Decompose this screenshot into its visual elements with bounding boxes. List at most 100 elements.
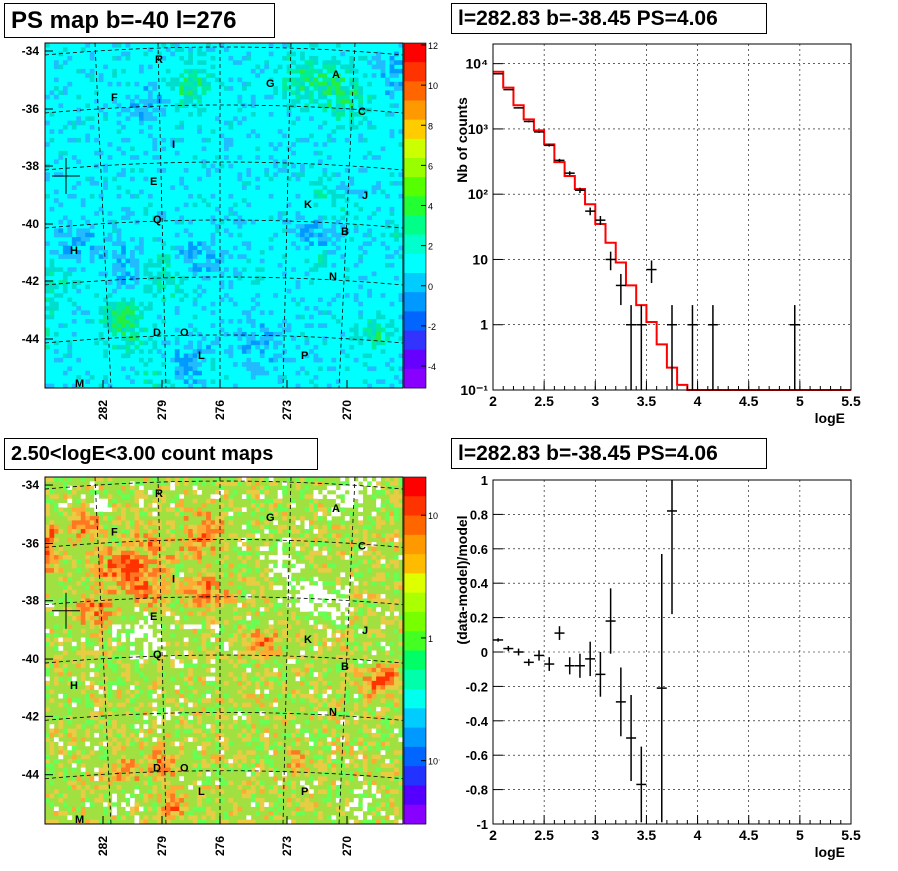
ps-map-colorbar: 12 10 8 6 4 2 0 -2 -4 [403, 41, 438, 389]
source-label: O [180, 763, 189, 775]
x-tick-label: 276 [213, 836, 227, 856]
colorbar-tick-label: 8 [428, 121, 433, 131]
x-tick-label: 279 [155, 836, 169, 856]
source-label: D [153, 327, 161, 339]
colorbar-segment [404, 477, 426, 497]
coordinate-line [282, 476, 292, 825]
colorbar-tick-label: 2 [428, 242, 433, 252]
x-tick-label: 5.5 [841, 393, 861, 409]
colorbar-segment [404, 554, 426, 574]
y-tick-label: 1 [480, 317, 488, 333]
source-label: G [266, 512, 275, 524]
x-tick-label: 5.5 [841, 827, 861, 843]
colorbar-segment [404, 804, 426, 825]
colorbar-tick-label: 10 [428, 511, 438, 521]
source-label: R [155, 488, 163, 500]
x-tick-label: 270 [340, 400, 354, 420]
x-tick-label: 3.5 [637, 393, 657, 409]
colorbar-tick-label: 10⁻¹ [428, 757, 440, 767]
colorbar-segment [404, 368, 426, 389]
source-label: I [172, 139, 175, 151]
colorbar-segment [404, 727, 426, 748]
residual-panel: 2 2.5 3 3.5 4 4.5 5 5.5 -1 -0.8 -0.6 -0.4 -0.2 0 0.2 0.… [454, 474, 861, 860]
coordinate-line [94, 476, 112, 825]
x-tick-label: 3 [591, 393, 599, 409]
count-map-image [45, 477, 404, 825]
source-label: E [150, 176, 157, 188]
x-tick-label: 282 [96, 400, 110, 420]
coordinate-line [44, 276, 404, 286]
colorbar-tick-label: 1 [428, 634, 433, 644]
x-tick-label: 276 [213, 400, 227, 420]
x-tick-label: 5 [796, 827, 804, 843]
colorbar-tick-label: -2 [428, 322, 436, 332]
source-label: H [70, 245, 78, 257]
coordinate-line [338, 476, 356, 825]
x-axis-label: logE [815, 410, 845, 426]
colorbar-segment [404, 292, 426, 312]
source-label: F [111, 92, 118, 104]
source-label: B [341, 226, 349, 238]
count-map-title: 2.50<logE<3.00 count maps [4, 438, 318, 470]
colorbar-segment [404, 631, 426, 651]
coordinate-line [44, 539, 404, 548]
colorbar-segment [404, 573, 426, 594]
residual-title: l=282.83 b=-38.45 PS=4.06 [451, 438, 767, 469]
colorbar-segment [404, 689, 426, 709]
coordinate-line [44, 46, 404, 56]
spectrum-panel: 2 2.5 3 3.5 4 4.5 5 5.5 10⁻¹ 1 10 10² 10³ 10⁴ logE Nb o… [454, 43, 861, 426]
source-label: P [301, 786, 308, 798]
coordinate-line [44, 219, 404, 229]
x-tick-label: 4.5 [739, 827, 759, 843]
colorbar-segment [404, 196, 426, 216]
y-tick-label: 10⁻¹ [460, 382, 488, 398]
colorbar-segment [404, 138, 426, 159]
coordinate-line [94, 42, 112, 389]
source-label: C [358, 540, 366, 552]
source-label: I [172, 574, 175, 586]
spectrum-title: l=282.83 b=-38.45 PS=4.06 [451, 3, 767, 34]
source-label: A [332, 503, 340, 515]
source-label: J [362, 625, 368, 637]
colorbar-segment [404, 43, 426, 63]
colorbar-segment [404, 119, 426, 140]
coordinate-line [44, 161, 404, 171]
source-label: Q [153, 649, 162, 661]
coordinate-line [282, 42, 292, 389]
y-tick-label: -38 [22, 594, 40, 608]
colorbar-segment [404, 746, 426, 767]
x-tick-label: 2.5 [534, 393, 554, 409]
colorbar-tick-label: 10 [428, 81, 438, 91]
heatmap-frame [44, 476, 404, 825]
colorbar-tick-label: 0 [428, 282, 433, 292]
source-label: N [329, 271, 337, 283]
colorbar-segment [404, 515, 426, 536]
x-axis-label: logE [815, 844, 845, 860]
source-label: K [304, 199, 312, 211]
x-tick-label: 2 [489, 393, 497, 409]
source-label: M [75, 814, 84, 826]
source-label: A [332, 69, 340, 81]
y-axis-label: Nb of counts [454, 97, 470, 183]
y-tick-label: 10³ [468, 121, 489, 137]
colorbar-segment [404, 273, 426, 293]
y-tick-label: 0.4 [470, 576, 489, 591]
count-map-panel: R G A F C I E J K Q B H N D OL P M -34 -36 -38 -40 -42 -44 282… [22, 476, 440, 856]
colorbar-segment [404, 100, 426, 121]
coordinate-line [44, 654, 404, 664]
source-label: M [75, 378, 84, 390]
y-tick-label: -40 [22, 217, 40, 231]
x-tick-label: 4 [694, 827, 702, 843]
source-label: K [304, 634, 312, 646]
y-tick-label: 0.6 [470, 542, 488, 557]
colorbar-segment [404, 177, 426, 197]
y-tick-label: -0.4 [466, 714, 489, 729]
x-tick-label: 5 [796, 393, 804, 409]
y-tick-label: -0.2 [466, 679, 488, 694]
x-tick-label: 273 [280, 836, 294, 856]
colorbar-segment [404, 81, 426, 101]
colorbar-segment [404, 708, 426, 729]
x-tick-label: 3.5 [637, 827, 657, 843]
coordinate-line [44, 712, 404, 721]
source-label: J [362, 190, 368, 202]
